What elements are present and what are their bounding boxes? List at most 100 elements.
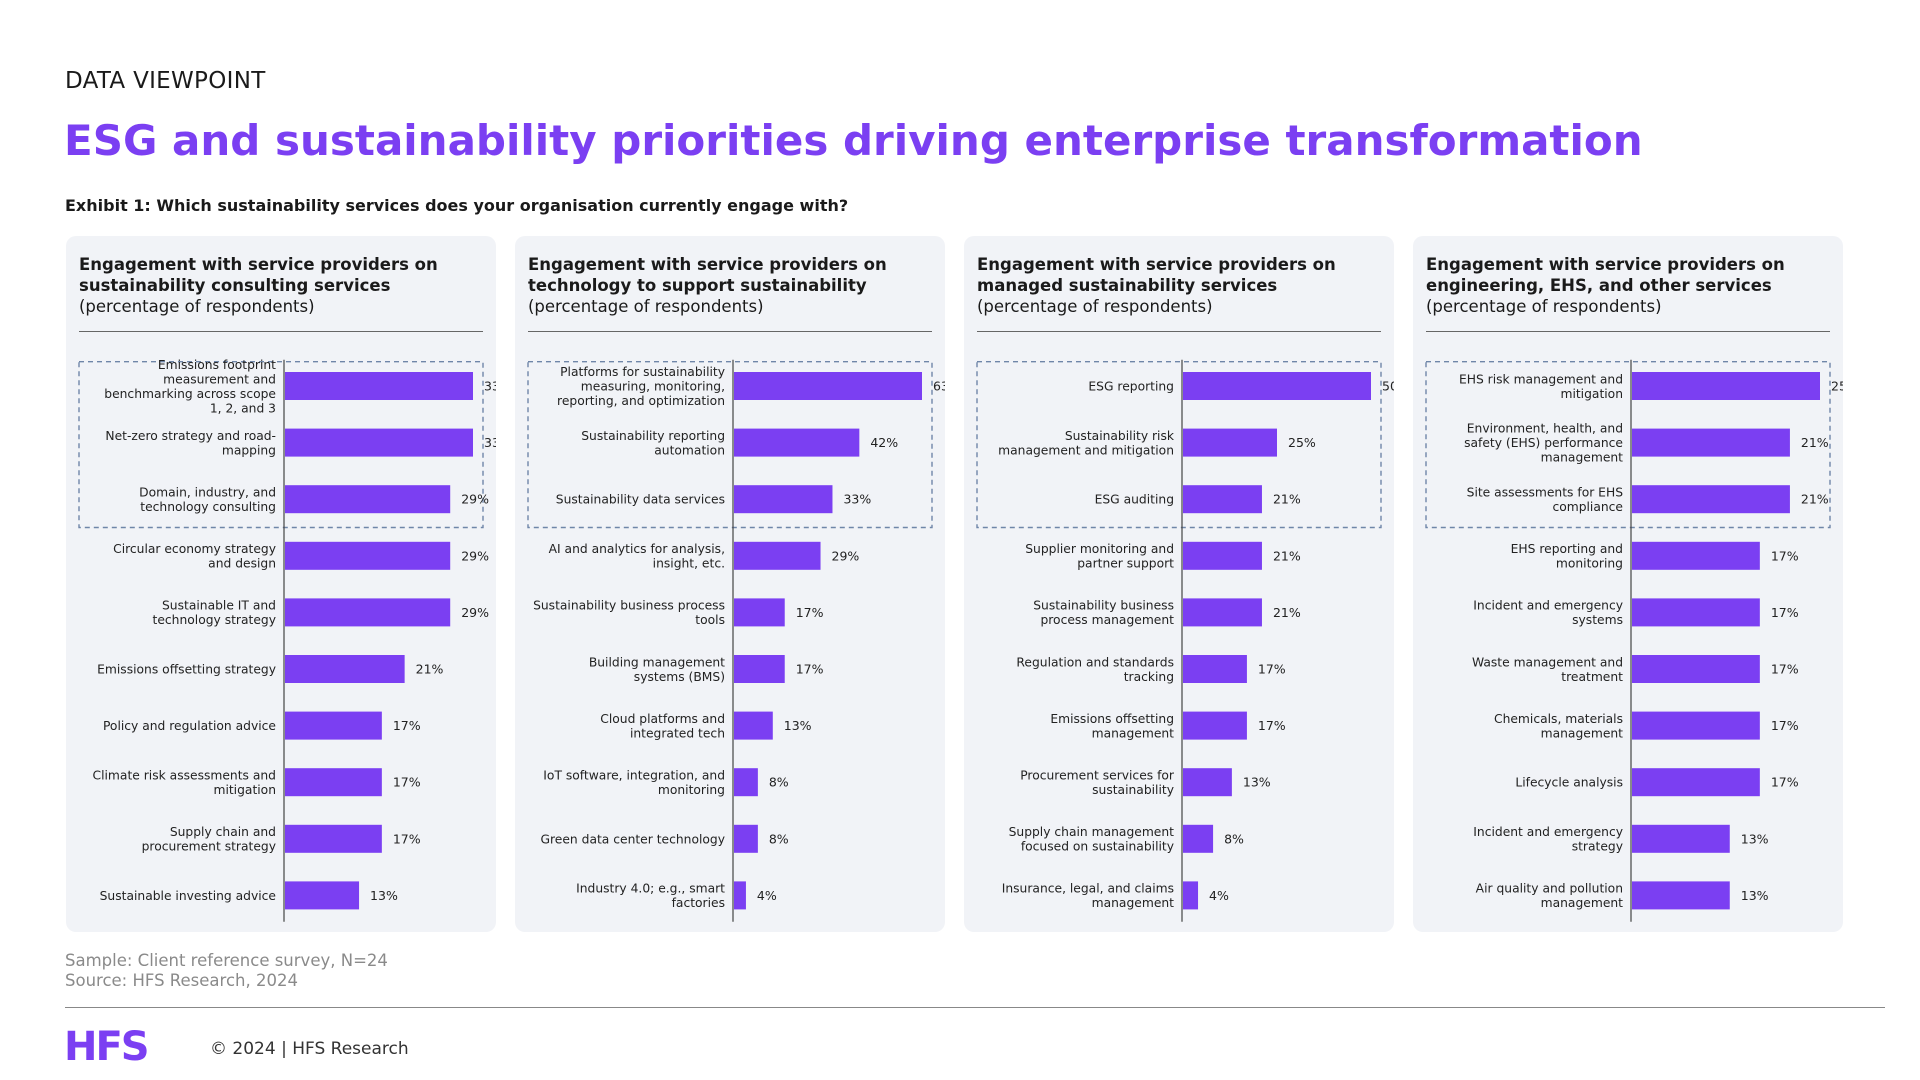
- category-label: Supply chain and procurement strategy: [142, 825, 276, 854]
- bar: [1632, 541, 1760, 570]
- bar: [285, 881, 360, 910]
- value-label: 17%: [796, 662, 824, 677]
- logo-text: HFS: [64, 1026, 148, 1066]
- category-label: Sustainability data services: [556, 493, 725, 507]
- value-label: 63%: [933, 379, 945, 394]
- bar: [285, 768, 382, 797]
- value-label: 33%: [484, 379, 496, 394]
- bar: [1183, 428, 1277, 457]
- chart-panel-managed: Engagement with service providers on man…: [964, 236, 1394, 932]
- panel-divider: [528, 331, 932, 332]
- value-label: 17%: [1258, 662, 1286, 677]
- bar: [285, 655, 405, 683]
- panel-divider: [977, 331, 1381, 332]
- chart-title: Engagement with service providers on sus…: [79, 255, 438, 295]
- category-label: Emissions footprint measurement and benchm…: [104, 358, 276, 416]
- bar: [1183, 768, 1232, 797]
- highlight-box: [1425, 360, 1831, 529]
- value-label: 21%: [1801, 435, 1829, 450]
- category-label: ESG reporting: [1088, 380, 1174, 394]
- category-label: Sustainability reporting automation: [581, 429, 725, 458]
- value-label: 17%: [796, 605, 824, 620]
- category-label: Waste management and treatment: [1472, 655, 1623, 684]
- value-label: 8%: [769, 831, 789, 846]
- category-label: Environment, health, and safety (EHS) per…: [1464, 422, 1623, 465]
- source-note: Source: HFS Research, 2024: [65, 971, 298, 990]
- value-label: 13%: [1741, 888, 1769, 903]
- value-label: 17%: [1771, 775, 1799, 790]
- value-label: 50%: [1382, 379, 1394, 394]
- chart-panel-consulting: Engagement with service providers on sus…: [66, 236, 496, 932]
- value-label: 17%: [1771, 548, 1799, 563]
- category-label: Air quality and pollution management: [1476, 882, 1624, 911]
- value-label: 17%: [393, 831, 421, 846]
- value-label: 13%: [1741, 831, 1769, 846]
- eyebrow-label: DATA VIEWPOINT: [65, 68, 266, 94]
- bar: [285, 598, 451, 627]
- value-label: 13%: [1243, 775, 1271, 790]
- category-label: Circular economy strategy and design: [113, 542, 276, 571]
- chart-subtitle: (percentage of respondents): [1426, 297, 1662, 316]
- bar: [734, 372, 922, 400]
- footer-divider: [65, 1007, 1885, 1008]
- bar: [1632, 768, 1760, 797]
- hfs-logo: HFS: [64, 1026, 150, 1066]
- bar: [734, 428, 860, 457]
- category-label: Cloud platforms and integrated tech: [600, 712, 725, 741]
- bar: [1183, 485, 1262, 514]
- value-label: 25%: [1831, 379, 1843, 394]
- panel-divider: [1426, 331, 1830, 332]
- category-label: Sustainable investing advice: [100, 889, 276, 903]
- highlight-box: [976, 360, 1382, 529]
- value-label: 13%: [370, 888, 398, 903]
- value-label: 25%: [1288, 435, 1316, 450]
- bar: [1183, 541, 1262, 570]
- category-label: EHS risk management and mitigation: [1459, 372, 1623, 401]
- chart-title: Engagement with service providers on eng…: [1426, 255, 1785, 295]
- category-label: Sustainability business process managemen…: [1033, 599, 1174, 628]
- copyright-text: © 2024 | HFS Research: [210, 1039, 409, 1059]
- category-label: Climate risk assessments and mitigation: [93, 768, 276, 797]
- category-label: Supplier monitoring and partner support: [1025, 542, 1174, 571]
- value-label: 13%: [784, 718, 812, 733]
- value-label: 21%: [1273, 548, 1301, 563]
- bar: [285, 824, 382, 853]
- chart-subtitle: (percentage of respondents): [528, 297, 764, 316]
- bar: [1632, 428, 1790, 457]
- value-label: 17%: [1771, 605, 1799, 620]
- value-label: 42%: [870, 435, 898, 450]
- bar: [1632, 881, 1730, 910]
- value-label: 21%: [1801, 492, 1829, 507]
- bar: [734, 541, 821, 570]
- bar: [1632, 485, 1790, 514]
- category-label: IoT software, integration, and monitoring: [543, 768, 725, 797]
- value-label: 4%: [757, 888, 777, 903]
- value-label: 17%: [1771, 718, 1799, 733]
- category-label: Incident and emergency systems: [1473, 599, 1623, 628]
- bar: [1183, 881, 1199, 910]
- value-label: 17%: [393, 718, 421, 733]
- category-label: AI and analytics for analysis, insight, e…: [549, 542, 725, 571]
- bar: [1183, 372, 1371, 400]
- bar-chart-technology: 63% Platforms for sustainabilitymeasuring…: [527, 359, 945, 922]
- bar: [285, 372, 473, 400]
- value-label: 21%: [1273, 605, 1301, 620]
- category-label: Sustainability business process tools: [533, 599, 725, 628]
- value-label: 29%: [461, 548, 489, 563]
- category-label: Incident and emergency strategy: [1473, 825, 1623, 854]
- value-label: 29%: [461, 492, 489, 507]
- bar: [285, 485, 451, 514]
- bar: [734, 598, 785, 627]
- chart-subtitle: (percentage of respondents): [977, 297, 1213, 316]
- category-label: Insurance, legal, and claims management: [1002, 882, 1174, 911]
- category-label: Lifecycle analysis: [1515, 776, 1623, 790]
- chart-title: Engagement with service providers on tec…: [528, 255, 887, 295]
- value-label: 33%: [484, 435, 496, 450]
- value-label: 33%: [843, 492, 871, 507]
- panel-title: Engagement with service providers on man…: [977, 254, 1377, 317]
- value-label: 21%: [416, 662, 444, 677]
- exhibit-caption: Exhibit 1: Which sustainability services…: [65, 196, 849, 215]
- bar: [285, 428, 473, 457]
